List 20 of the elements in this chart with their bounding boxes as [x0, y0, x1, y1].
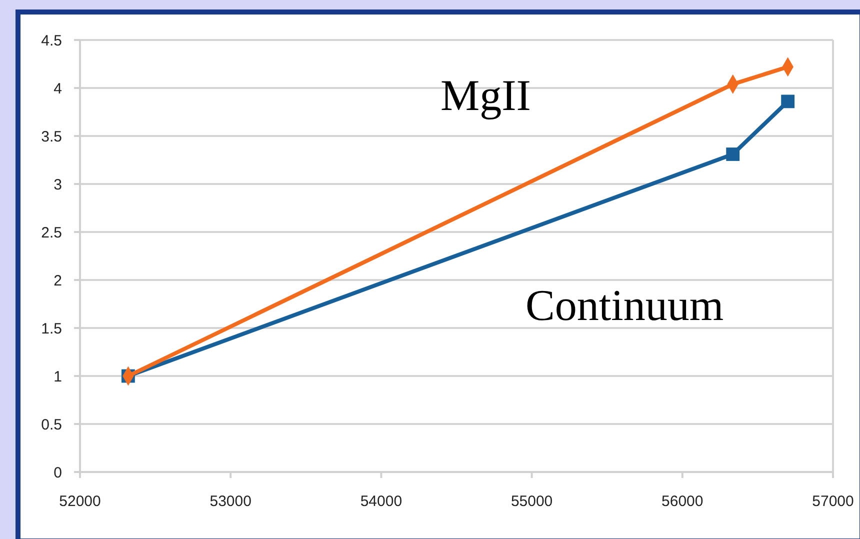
y-tick-label: 0.5 [41, 416, 62, 434]
x-tick-label: 56000 [662, 493, 704, 510]
series-label: MgII [440, 71, 531, 120]
x-tick-label: 53000 [210, 493, 252, 510]
y-tick-label: 4 [54, 80, 62, 98]
x-tick-label: 55000 [510, 493, 553, 510]
x-tick-label: 54000 [360, 493, 402, 510]
y-tick-label: 1 [54, 368, 62, 386]
y-tick-label: 1.5 [41, 320, 62, 338]
y-tick-label: 4.5 [41, 32, 62, 50]
x-tick-label: 52000 [59, 493, 101, 510]
point [781, 94, 795, 108]
y-tick-label: 2.5 [41, 224, 62, 242]
y-tick-label: 0 [54, 464, 62, 482]
y-tick-label: 3.5 [41, 128, 62, 146]
y-tick-label: 2 [54, 272, 62, 290]
point [726, 148, 740, 161]
y-tick-label: 3 [54, 176, 62, 194]
series-label: Continuum [526, 281, 724, 330]
x-tick-label: 57000 [812, 493, 854, 510]
